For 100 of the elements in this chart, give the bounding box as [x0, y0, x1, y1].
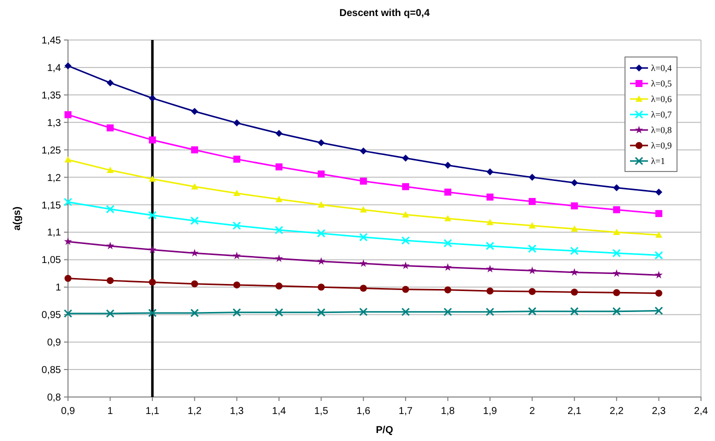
- point: [190, 248, 199, 256]
- y-tick-label: 1: [55, 282, 62, 294]
- point: [401, 236, 410, 245]
- point: [655, 210, 662, 218]
- point: [274, 308, 284, 317]
- point: [148, 210, 157, 220]
- point: [106, 124, 114, 132]
- x-tick-label: 1,4: [272, 406, 286, 417]
- point: [486, 264, 494, 272]
- point: [106, 166, 114, 173]
- y-tick-label: 1,45: [42, 36, 62, 46]
- point: [148, 136, 156, 144]
- point: [276, 130, 282, 137]
- point: [233, 119, 240, 126]
- point: [190, 216, 199, 225]
- x-tick-label: 2,2: [610, 406, 624, 417]
- point: [612, 269, 621, 277]
- x-tick-label: 1,7: [398, 406, 413, 417]
- point: [64, 198, 72, 206]
- point: [64, 111, 72, 118]
- point: [318, 170, 325, 178]
- point: [360, 206, 367, 213]
- legend-label: λ=0,4: [651, 63, 672, 73]
- legend-label: λ=1: [651, 156, 665, 166]
- point: [316, 308, 326, 317]
- point: [444, 238, 452, 248]
- point: [148, 94, 156, 102]
- point: [444, 188, 452, 196]
- x-tick-label: 1: [107, 406, 114, 417]
- y-tick-label: 0,85: [42, 365, 62, 376]
- point: [359, 232, 368, 242]
- point: [570, 307, 579, 316]
- point: [612, 307, 621, 316]
- point: [654, 270, 663, 278]
- point: [190, 308, 199, 318]
- point: [318, 139, 325, 146]
- point: [106, 79, 114, 86]
- y-tick-label: 1,05: [42, 255, 62, 266]
- point: [106, 242, 114, 250]
- point: [528, 266, 536, 274]
- y-tick-label: 1,2: [47, 172, 62, 184]
- x-tick-label: 1,8: [440, 406, 456, 417]
- point: [655, 188, 662, 196]
- point: [233, 281, 240, 288]
- point: [401, 308, 410, 316]
- point: [64, 274, 72, 282]
- point: [444, 162, 452, 169]
- y-tick-label: 1,35: [42, 90, 62, 102]
- x-tick-label: 2: [529, 406, 536, 417]
- y-tick-label: 1,15: [42, 200, 62, 212]
- x-tick-label: 1,6: [356, 406, 371, 417]
- point: [318, 201, 325, 208]
- point: [359, 259, 368, 267]
- point: [360, 178, 367, 185]
- point: [148, 278, 156, 286]
- point: [528, 288, 536, 296]
- y-tick-label: 1,25: [42, 145, 62, 156]
- y-tick-label: 1,3: [47, 118, 62, 129]
- point: [613, 228, 620, 236]
- point: [233, 156, 240, 163]
- legend-label: λ=0,8: [651, 125, 672, 135]
- x-axis-title: P/Q: [376, 425, 394, 436]
- point: [402, 286, 410, 293]
- x-tick-label: 2,4: [694, 406, 708, 417]
- point: [64, 309, 72, 318]
- point: [233, 190, 240, 196]
- point: [276, 196, 282, 202]
- point: [191, 183, 198, 190]
- point: [402, 183, 410, 190]
- point: [444, 308, 452, 316]
- point: [276, 163, 282, 170]
- point: [486, 242, 494, 250]
- point: [106, 204, 114, 214]
- y-tick-label: 0,8: [47, 392, 62, 404]
- point: [655, 231, 662, 238]
- point: [232, 221, 242, 230]
- point: [613, 184, 620, 192]
- point: [317, 257, 326, 265]
- point: [402, 154, 410, 162]
- x-tick-label: 2,3: [652, 406, 666, 417]
- x-tick-label: 2,1: [567, 406, 582, 417]
- point: [486, 194, 494, 201]
- y-tick-label: 0,9: [47, 338, 62, 349]
- point: [570, 202, 578, 210]
- point: [148, 175, 156, 182]
- x-tick-label: 1,2: [188, 406, 202, 417]
- y-tick-label: 1,1: [47, 228, 62, 239]
- point: [359, 308, 368, 316]
- point: [148, 308, 157, 318]
- point: [613, 206, 620, 214]
- point: [570, 268, 578, 276]
- point: [444, 215, 452, 222]
- x-tick-label: 1,9: [483, 406, 498, 417]
- point: [486, 308, 494, 316]
- point: [360, 284, 367, 292]
- y-tick-label: 0,95: [42, 310, 62, 322]
- point: [444, 263, 452, 271]
- y-axis-title: a(gs): [12, 206, 23, 230]
- point: [276, 282, 282, 290]
- x-tick-label: 0,9: [61, 406, 76, 417]
